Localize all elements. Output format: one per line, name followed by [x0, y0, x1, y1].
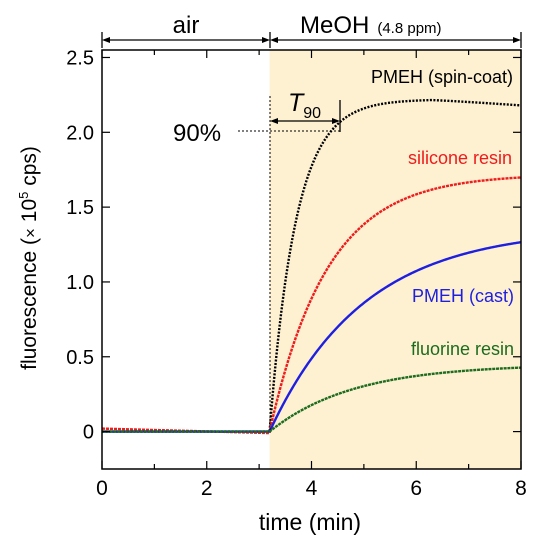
x-tick-label: 0 — [96, 477, 108, 500]
y-tick-label: 0.5 — [66, 347, 94, 369]
air-phase-label: air — [173, 12, 200, 39]
y-tick-label: 2.0 — [66, 122, 94, 144]
meoh-phase-label: MeOH (4.8 ppm) — [300, 12, 442, 39]
y-tick-label: 0 — [83, 422, 94, 444]
y-axis-label-suffix: cps) — [18, 146, 41, 192]
t90-arrowhead-right — [332, 118, 340, 124]
y-axis-label-exponent: 5 — [16, 192, 31, 199]
y-tick-labels: 0 0.5 1.0 1.5 2.0 2.5 — [66, 47, 94, 443]
y-axis-label-prefix: fluorescence ( — [18, 238, 41, 370]
series-label-silicone-resin: silicone resin — [408, 148, 512, 168]
meoh-concentration: (4.8 ppm) — [377, 20, 441, 37]
series-label-pmeh-spin-coat: PMEH (spin-coat) — [371, 67, 513, 87]
x-tick-label: 8 — [515, 477, 527, 500]
series-line-pmeh-spin-coat — [102, 98, 522, 433]
air-arrowhead-left — [102, 37, 110, 43]
phase-arrowheads — [102, 37, 521, 43]
series-layer — [101, 98, 522, 435]
y-axis-label-base: 10 — [18, 199, 41, 228]
t90-arrowhead-left — [270, 118, 278, 124]
x-tick-label: 6 — [410, 477, 422, 500]
series-line-fluorine-resin — [102, 366, 522, 433]
meoh-shaded-region — [269, 50, 521, 469]
t90-label: T90 — [288, 89, 321, 122]
air-arrowhead-right — [262, 37, 270, 43]
x-axis-label: time (min) — [259, 509, 361, 535]
t90-annotation: T90 90% — [173, 89, 341, 430]
tick-layer — [101, 50, 522, 469]
t90-subscript: 90 — [303, 105, 321, 122]
series-label-fluorine-resin: fluorine resin — [411, 339, 514, 359]
ninety-percent-label: 90% — [173, 120, 221, 147]
series-label-pmeh-cast: PMEH (cast) — [412, 286, 514, 306]
meoh-arrowhead-left — [270, 37, 278, 43]
y-tick-label: 2.5 — [66, 47, 94, 69]
t90-symbol: T — [288, 89, 305, 117]
meoh-phase-name: MeOH — [300, 12, 369, 39]
x-tick-label: 2 — [201, 477, 213, 500]
y-tick-label: 1.5 — [66, 197, 94, 219]
y-axis-label: fluorescence (× 105 cps) — [16, 146, 41, 370]
y-axis-label-times: × — [21, 228, 40, 238]
y-tick-label: 1.0 — [66, 272, 94, 294]
x-tick-label: 4 — [306, 477, 318, 500]
x-tick-labels: 0 2 4 6 8 — [96, 477, 527, 500]
meoh-arrowhead-right — [513, 37, 521, 43]
